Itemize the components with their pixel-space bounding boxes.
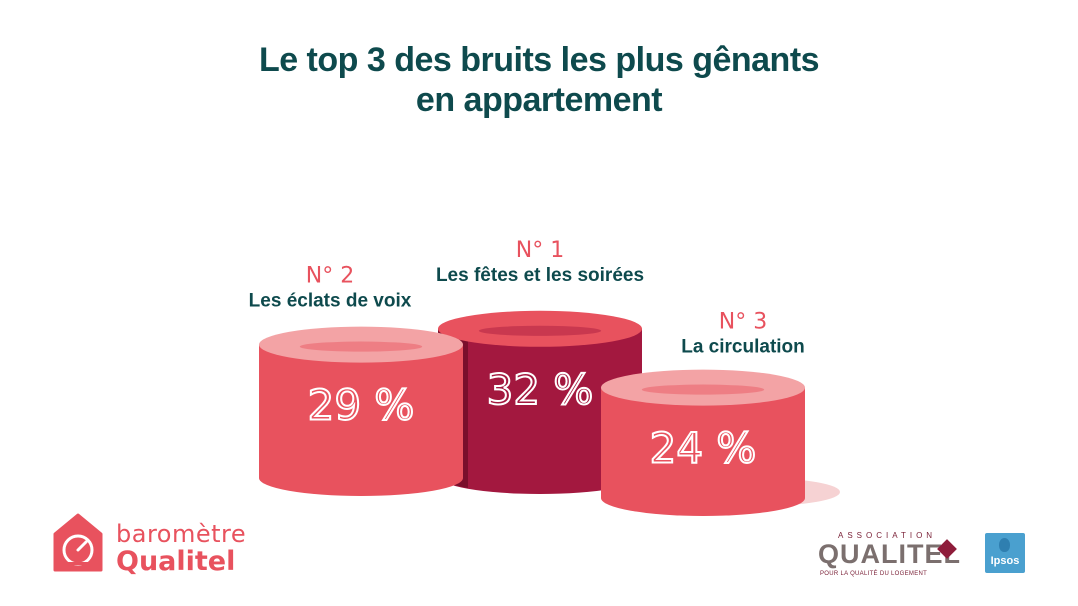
qualitel-tagline: POUR LA QUALITÉ DU LOGEMENT bbox=[820, 571, 928, 577]
qualitel-wordmark: QUALITEL bbox=[818, 539, 961, 569]
rank-label-3: N° 3 bbox=[719, 310, 767, 335]
bar-1-top-inner bbox=[299, 341, 423, 352]
rank-label-2: N° 1 bbox=[516, 238, 564, 263]
bar-2-body bbox=[438, 328, 642, 494]
bar-1-value: 29 % bbox=[308, 381, 415, 430]
association-label: ASSOCIATION bbox=[838, 531, 937, 540]
bar-3-body bbox=[601, 387, 805, 516]
rank-label-1: N° 2 bbox=[306, 264, 354, 289]
bar-3-value: 24 % bbox=[650, 424, 757, 473]
brand-line-2: Qualitel bbox=[116, 546, 236, 577]
ipsos-wordmark: Ipsos bbox=[990, 555, 1020, 567]
bar-2-value: 32 % bbox=[487, 365, 594, 414]
ipsos-logo: Ipsos bbox=[985, 533, 1025, 573]
bar-3-top bbox=[601, 369, 805, 406]
category-label-1: Les éclats de voix bbox=[249, 291, 412, 312]
brand-line-1: baromètre bbox=[116, 520, 247, 548]
bar-2-top-inner bbox=[478, 325, 602, 336]
ipsos-blob-icon bbox=[999, 538, 1010, 552]
chart-title: Le top 3 des bruits les plus gênants en … bbox=[0, 40, 1078, 120]
gauge-house-icon bbox=[53, 513, 103, 572]
bar-3-top-inner bbox=[641, 384, 765, 395]
chart-title-line-2: en appartement bbox=[415, 81, 663, 119]
category-label-3: La circulation bbox=[681, 337, 805, 358]
barometre-qualitel-logo: baromètre Qualitel bbox=[52, 512, 252, 582]
bar-1-body bbox=[259, 344, 463, 496]
bar-1-top bbox=[259, 326, 463, 363]
bar-2-top bbox=[438, 310, 642, 347]
category-label-2: Les fêtes et les soirées bbox=[436, 265, 644, 286]
chart-title-line-1: Le top 3 des bruits les plus gênants bbox=[258, 41, 820, 79]
association-qualitel-logo: ASSOCIATION QUALITEL POUR LA QUALITÉ DU … bbox=[818, 531, 978, 581]
